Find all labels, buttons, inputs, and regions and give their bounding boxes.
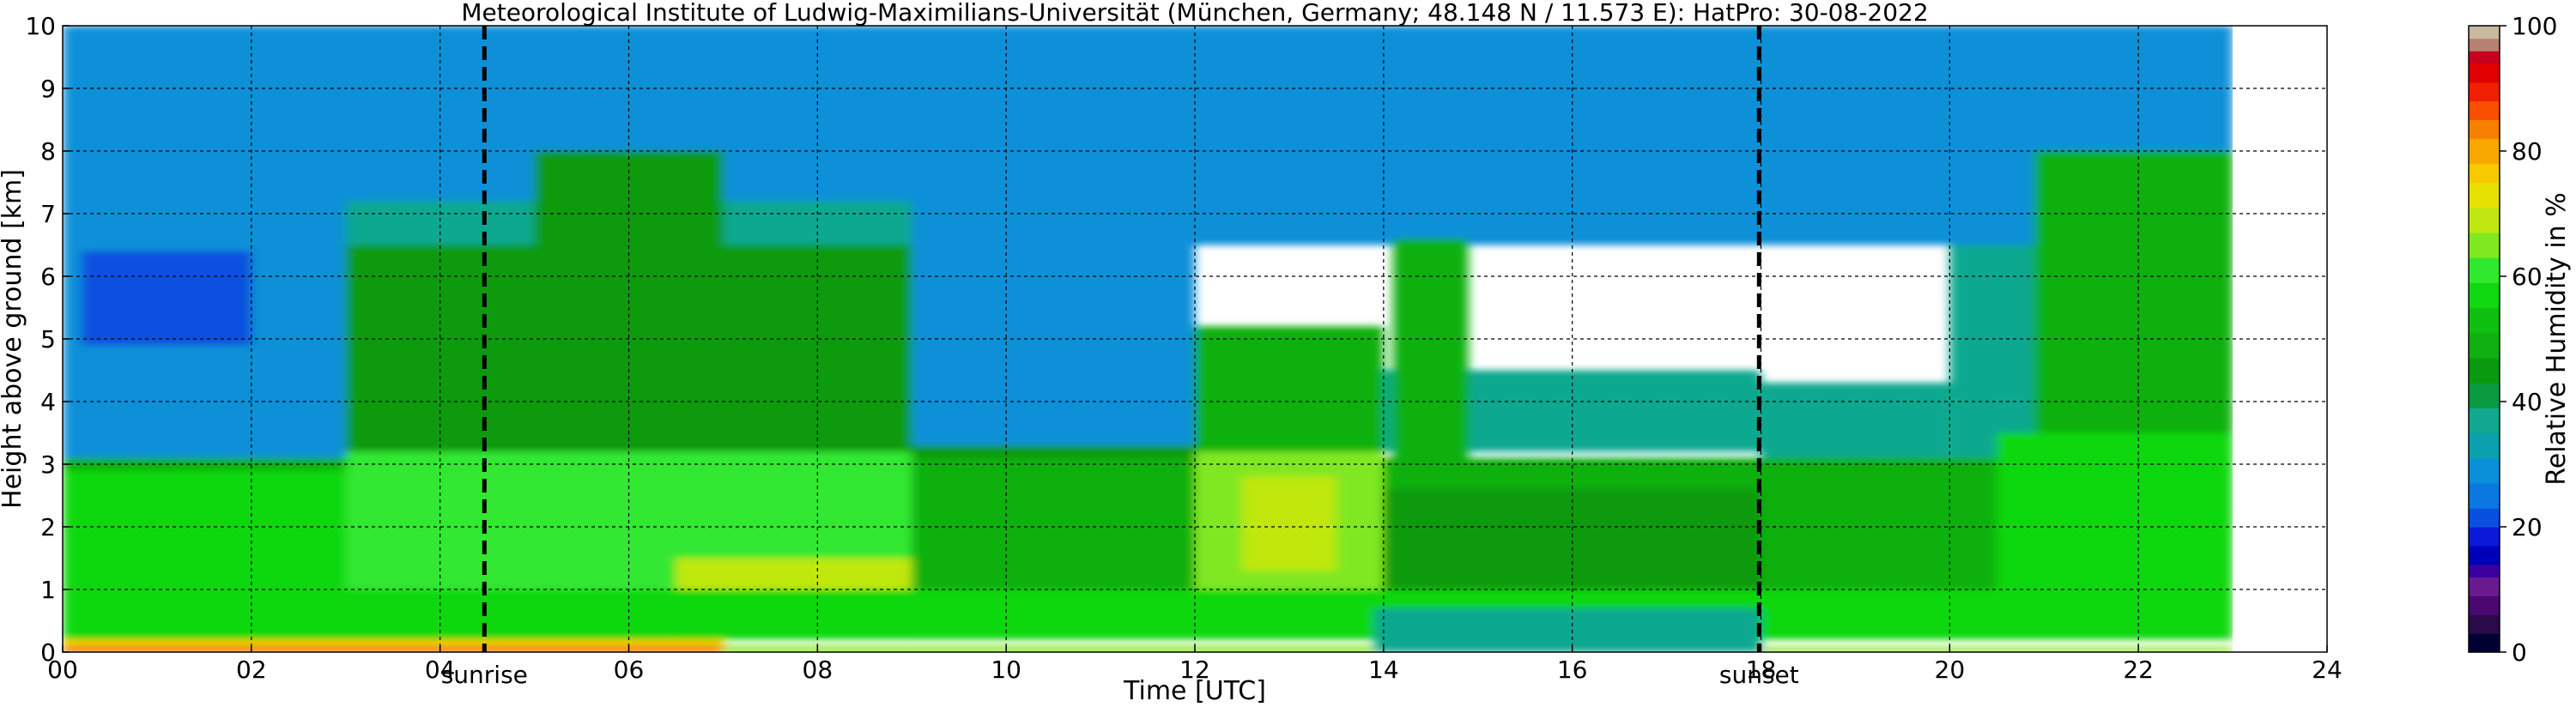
- y-tick-label: 0: [40, 638, 56, 667]
- colorbar-segment: [2469, 51, 2500, 64]
- y-tick-label: 10: [25, 12, 56, 40]
- x-tick-label: 02: [236, 656, 267, 684]
- colorbar: [2469, 26, 2500, 653]
- colorbar-segment: [2469, 508, 2500, 528]
- x-tick-label: 14: [1368, 656, 1399, 684]
- x-axis-ticks: 00 02 04 06 08 10 12 14 16 18 20 22 24: [47, 645, 2343, 684]
- colorbar-segment: [2469, 432, 2500, 459]
- event-label-sunset: sunset: [1719, 661, 1799, 689]
- y-tick-label: 2: [40, 513, 56, 541]
- heatmap-cell: [1761, 647, 2234, 652]
- event-label-sunrise: sunrise: [441, 661, 528, 689]
- x-tick-label: 22: [2123, 656, 2154, 684]
- heatmap-cell: [63, 470, 346, 589]
- colorbar-segment: [2469, 26, 2500, 39]
- colorbar-segment: [2469, 207, 2500, 233]
- heatmap-cell: [63, 589, 2234, 640]
- colorbar-segment: [2469, 564, 2500, 577]
- colorbar-segment: [2469, 595, 2500, 615]
- colorbar-segment: [2469, 614, 2500, 634]
- heatmap-cell: [1373, 607, 1761, 652]
- colorbar-tick-label: 0: [2512, 638, 2527, 667]
- heatmap-cell: [1195, 326, 1384, 458]
- x-tick-label: 10: [991, 656, 1021, 684]
- colorbar-segment: [2469, 82, 2500, 102]
- heatmap-cell: [1761, 383, 1950, 458]
- colorbar-segment: [2469, 383, 2500, 408]
- event-markers: sunrise sunset: [441, 26, 1799, 689]
- y-axis-ticks: 0 1 2 3 4 5 6 7 8 9 10: [25, 12, 70, 667]
- chart-title: Meteorological Institute of Ludwig-Maxim…: [461, 0, 1928, 27]
- colorbar-segment: [2469, 577, 2500, 596]
- heatmap-cell: [912, 26, 1195, 446]
- x-tick-label: 04: [425, 656, 456, 684]
- colorbar-segment: [2469, 257, 2500, 283]
- x-tick-label: 00: [47, 656, 78, 684]
- colorbar-segment: [2469, 307, 2500, 334]
- colorbar-tick-label: 20: [2512, 513, 2543, 541]
- x-tick-label: 20: [1935, 656, 1966, 684]
- heatmap-cell: [63, 647, 724, 652]
- colorbar-segment: [2469, 545, 2500, 565]
- y-tick-label: 5: [40, 325, 56, 354]
- x-tick-label: 08: [803, 656, 833, 684]
- colorbar-segment: [2469, 357, 2500, 384]
- colorbar-segment: [2469, 138, 2500, 165]
- x-tick-label: 06: [614, 656, 645, 684]
- colorbar-segment: [2469, 182, 2500, 208]
- colorbar-frame: [2468, 25, 2500, 653]
- colorbar-segment: [2469, 163, 2500, 184]
- colorbar-segment: [2469, 332, 2500, 359]
- x-tick-label: 16: [1557, 656, 1588, 684]
- colorbar-segment: [2469, 38, 2500, 51]
- colorbar-segment: [2469, 282, 2500, 309]
- heatmap-cell: [1241, 476, 1336, 571]
- x-axis-label: Time [UTC]: [1123, 676, 1266, 706]
- colorbar-label: Relative Humidity in %: [2542, 192, 2572, 485]
- y-tick-label: 3: [40, 450, 56, 479]
- heatmap-cell: [1997, 432, 2234, 602]
- colorbar-segment: [2469, 232, 2500, 258]
- heatmap-cell: [723, 645, 1374, 652]
- colorbar-segment: [2469, 119, 2500, 139]
- y-tick-label: 6: [40, 263, 56, 291]
- colorbar-tick-label: 100: [2512, 12, 2557, 40]
- x-tick-label: 12: [1179, 656, 1210, 684]
- colorbar-segment: [2469, 457, 2500, 484]
- y-axis-label: Height above ground [km]: [0, 169, 27, 509]
- colorbar-ticks: 0 20 40 60 80 100: [2500, 12, 2557, 667]
- y-tick-label: 4: [40, 388, 56, 416]
- colorbar-tick-label: 80: [2512, 137, 2543, 166]
- y-tick-label: 8: [40, 137, 56, 166]
- heatmap-cell: [1383, 489, 1761, 589]
- colorbar-segment: [2469, 408, 2500, 434]
- colorbar-segment: [2469, 482, 2500, 509]
- colorbar-tick-label: 40: [2512, 388, 2543, 416]
- y-tick-label: 1: [40, 576, 56, 604]
- heatmap-cell: [1392, 239, 1469, 464]
- colorbar-segment: [2469, 100, 2500, 121]
- colorbar-segment: [2469, 633, 2500, 653]
- heatmap-cell: [81, 251, 252, 346]
- heatmap-cell: [63, 639, 724, 650]
- colorbar-tick-label: 60: [2512, 263, 2543, 291]
- y-tick-label: 9: [40, 75, 56, 103]
- heatmap-cell: [2034, 151, 2234, 464]
- y-tick-label: 7: [40, 200, 56, 228]
- x-tick-label: 18: [1746, 656, 1777, 684]
- x-tick-label: 24: [2312, 656, 2343, 684]
- colorbar-segment: [2469, 63, 2500, 83]
- colorbar-segment: [2469, 527, 2500, 547]
